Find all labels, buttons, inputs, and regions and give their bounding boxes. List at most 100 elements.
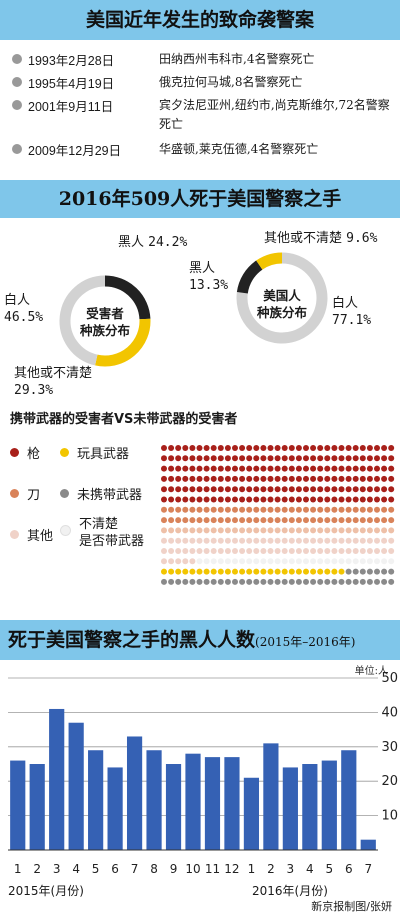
weapon-dot [274, 578, 281, 585]
weapon-dot [260, 506, 267, 513]
weapon-dot [366, 548, 373, 554]
weapon-dot [317, 527, 324, 534]
weapon-dot [366, 568, 373, 575]
weapon-dot [331, 496, 338, 503]
weapon-dot [189, 517, 196, 524]
weapon-dot [359, 445, 366, 451]
weapon-dot [381, 486, 388, 493]
weapon-dot [267, 568, 274, 575]
weapon-dot [260, 475, 267, 482]
weapon-dot [161, 496, 167, 503]
weapon-dot [217, 558, 224, 565]
weapon-dot [310, 496, 317, 503]
weapon-dot [274, 496, 281, 503]
weapon-dot [295, 486, 302, 493]
incident-desc: 田纳西州韦科市,4名警察死亡 [159, 52, 315, 66]
weapon-dot [161, 527, 167, 534]
x-tick-label: 3 [53, 862, 61, 876]
weapon-dot [345, 517, 352, 524]
weapon-dot [345, 465, 352, 472]
weapon-dot [239, 537, 246, 544]
weapon-dot [359, 465, 366, 472]
bar [88, 750, 104, 850]
weapon-dot [324, 578, 331, 585]
weapon-dot [338, 568, 345, 575]
weapon-dot [317, 558, 324, 565]
legend-unknown: 不清楚 是否带武器 [60, 516, 144, 550]
weapon-dot [253, 445, 260, 451]
weapon-dot [217, 527, 224, 534]
weapon-dot [324, 475, 331, 482]
weapon-dot [295, 517, 302, 524]
weapon-dot [203, 506, 210, 513]
weapon-dot [224, 568, 231, 575]
weapon-dot [331, 558, 338, 565]
ring-title-line: 美国人 [263, 288, 301, 303]
weapon-dot [366, 455, 373, 462]
x-tick-label: 7 [364, 862, 372, 876]
weapon-dot [217, 445, 224, 451]
weapon-dot [232, 537, 238, 544]
weapon-dot [381, 465, 388, 472]
weapon-dot [175, 465, 182, 472]
weapon-dot [359, 506, 366, 513]
weapon-dot [253, 527, 260, 534]
weapon-dot [324, 548, 331, 554]
x-tick-label: 1 [14, 862, 22, 876]
incident-date: 1993年2月28日 [28, 54, 115, 68]
weapon-dot [182, 445, 189, 451]
bar [68, 722, 84, 850]
bar [107, 767, 123, 850]
bar [49, 708, 65, 850]
weapon-dot [196, 486, 203, 493]
ring-title-line: 种族分布 [79, 323, 130, 338]
weapon-dot [168, 578, 175, 585]
legend-swatch [60, 525, 71, 536]
weapon-dot [388, 578, 395, 585]
weapon-dot [374, 486, 380, 493]
weapon-dot [331, 568, 338, 575]
weapon-dot [175, 527, 182, 534]
weapon-dot [274, 558, 281, 565]
weapon-dot [267, 486, 274, 493]
weapon-dot [182, 537, 189, 544]
unit-label: 单位:人 [354, 666, 388, 677]
weapon-dot [359, 578, 366, 585]
weapon-dot [366, 496, 373, 503]
weapon-dot [303, 486, 309, 493]
weapon-dot [388, 445, 395, 451]
weapon-dot [267, 445, 274, 451]
weapon-dot [175, 506, 182, 513]
legend-swatch [10, 530, 19, 539]
weapon-dot [203, 558, 210, 565]
weapon-dot [239, 465, 246, 472]
weapon-dot [182, 548, 189, 554]
weapon-dot [196, 537, 203, 544]
weapon-dot [281, 517, 288, 524]
x-year-2016: 2016年(月份) [252, 884, 328, 898]
legend-swatch [10, 448, 19, 457]
weapon-dot [217, 465, 224, 472]
x-tick-label: 5 [92, 862, 100, 876]
weapon-dot [182, 527, 189, 534]
weapon-dot [317, 537, 324, 544]
weapon-dot [288, 548, 295, 554]
weapon-dot [310, 578, 317, 585]
weapon-dot [310, 517, 317, 524]
weapon-dot [217, 578, 224, 585]
weapon-dot [196, 455, 203, 462]
weapon-dot [366, 558, 373, 565]
weapon-dot [210, 568, 217, 575]
weapon-dot [366, 527, 373, 534]
weapon-dot [331, 475, 338, 482]
weapon-dot [260, 558, 267, 565]
weapon-dot [253, 475, 260, 482]
weapon-dot [374, 537, 380, 544]
weapon-dot [338, 475, 345, 482]
weapon-dot [374, 517, 380, 524]
weapon-dot [210, 455, 217, 462]
bar [224, 757, 240, 850]
weapon-dot [203, 527, 210, 534]
weapon-dot [239, 548, 246, 554]
weapon-dot [388, 496, 395, 503]
